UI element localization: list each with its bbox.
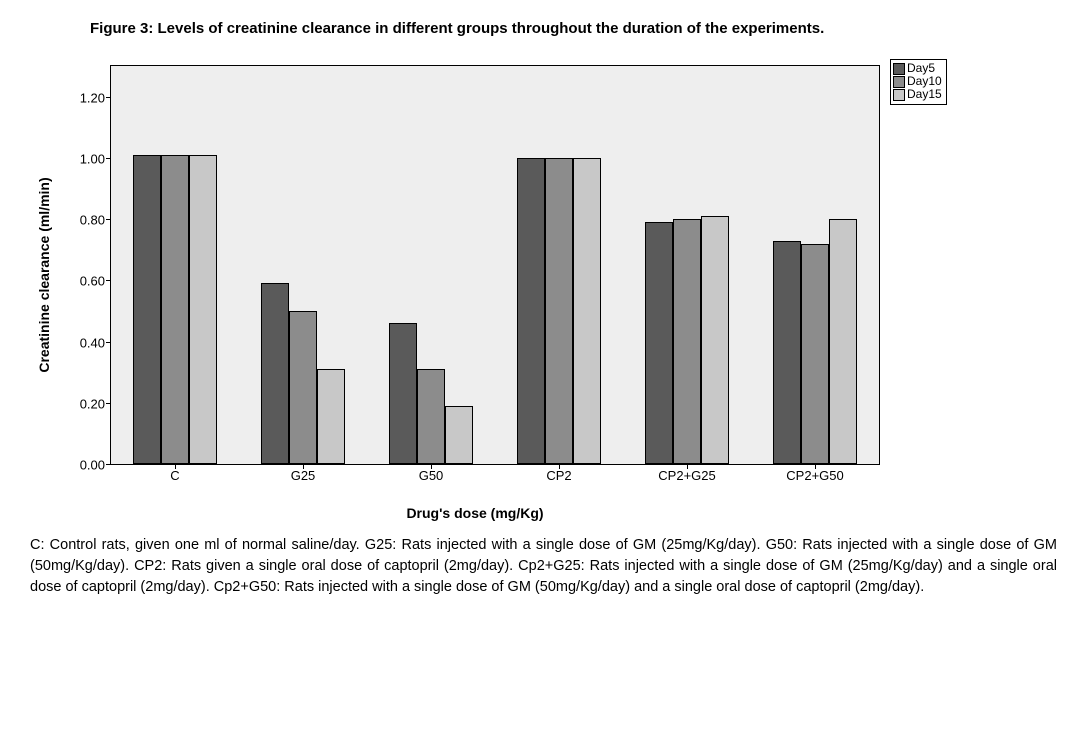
y-tick-label: 0.80 <box>80 213 111 228</box>
y-tick-label: 0.40 <box>80 335 111 350</box>
legend-swatch <box>893 89 905 101</box>
y-tick-label: 1.00 <box>80 151 111 166</box>
bar <box>645 222 673 464</box>
x-tick-mark <box>687 464 688 469</box>
bar <box>417 369 445 464</box>
bar <box>133 155 161 464</box>
x-axis-label: Drug's dose (mg/Kg) <box>90 505 860 521</box>
bar <box>161 155 189 464</box>
y-tick-mark <box>106 219 111 220</box>
figure-caption: C: Control rats, given one ml of normal … <box>30 535 1057 598</box>
y-axis-label: Creatinine clearance (ml/min) <box>36 177 52 372</box>
bar <box>773 241 801 464</box>
y-tick-label: 0.60 <box>80 274 111 289</box>
y-tick-label: 0.20 <box>80 396 111 411</box>
bar <box>517 158 545 464</box>
y-tick-mark <box>106 403 111 404</box>
legend-item: Day15 <box>893 88 942 101</box>
y-tick-mark <box>106 464 111 465</box>
x-tick-mark <box>303 464 304 469</box>
bar <box>701 216 729 464</box>
bar <box>829 219 857 464</box>
y-tick-label: 0.00 <box>80 458 111 473</box>
bar <box>673 219 701 464</box>
legend: Day5Day10Day15 <box>890 59 947 105</box>
y-tick-mark <box>106 342 111 343</box>
bar <box>189 155 217 464</box>
x-tick-mark <box>815 464 816 469</box>
chart-container: Creatinine clearance (ml/min) 0.000.200.… <box>30 55 990 495</box>
x-tick-mark <box>559 464 560 469</box>
y-tick-mark <box>106 280 111 281</box>
bar <box>445 406 473 464</box>
bar <box>289 311 317 464</box>
y-tick-label: 1.20 <box>80 90 111 105</box>
y-tick-mark <box>106 97 111 98</box>
x-tick-mark <box>431 464 432 469</box>
bar <box>317 369 345 464</box>
figure-title: Figure 3: Levels of creatinine clearance… <box>90 20 1067 37</box>
bar <box>801 244 829 464</box>
plot-area: 0.000.200.400.600.801.001.20CG25G50CP2CP… <box>110 65 880 465</box>
y-tick-mark <box>106 158 111 159</box>
bar <box>573 158 601 464</box>
legend-label: Day15 <box>907 88 942 101</box>
bar <box>545 158 573 464</box>
legend-swatch <box>893 63 905 75</box>
bar <box>261 283 289 464</box>
x-tick-mark <box>175 464 176 469</box>
legend-swatch <box>893 76 905 88</box>
bar <box>389 323 417 464</box>
